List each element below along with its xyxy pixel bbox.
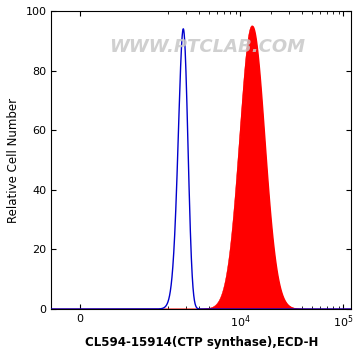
Text: WWW.PTCLAB.COM: WWW.PTCLAB.COM bbox=[109, 38, 305, 56]
Y-axis label: Relative Cell Number: Relative Cell Number bbox=[7, 98, 20, 222]
X-axis label: CL594-15914(CTP synthase),ECD-H: CL594-15914(CTP synthase),ECD-H bbox=[85, 336, 318, 349]
